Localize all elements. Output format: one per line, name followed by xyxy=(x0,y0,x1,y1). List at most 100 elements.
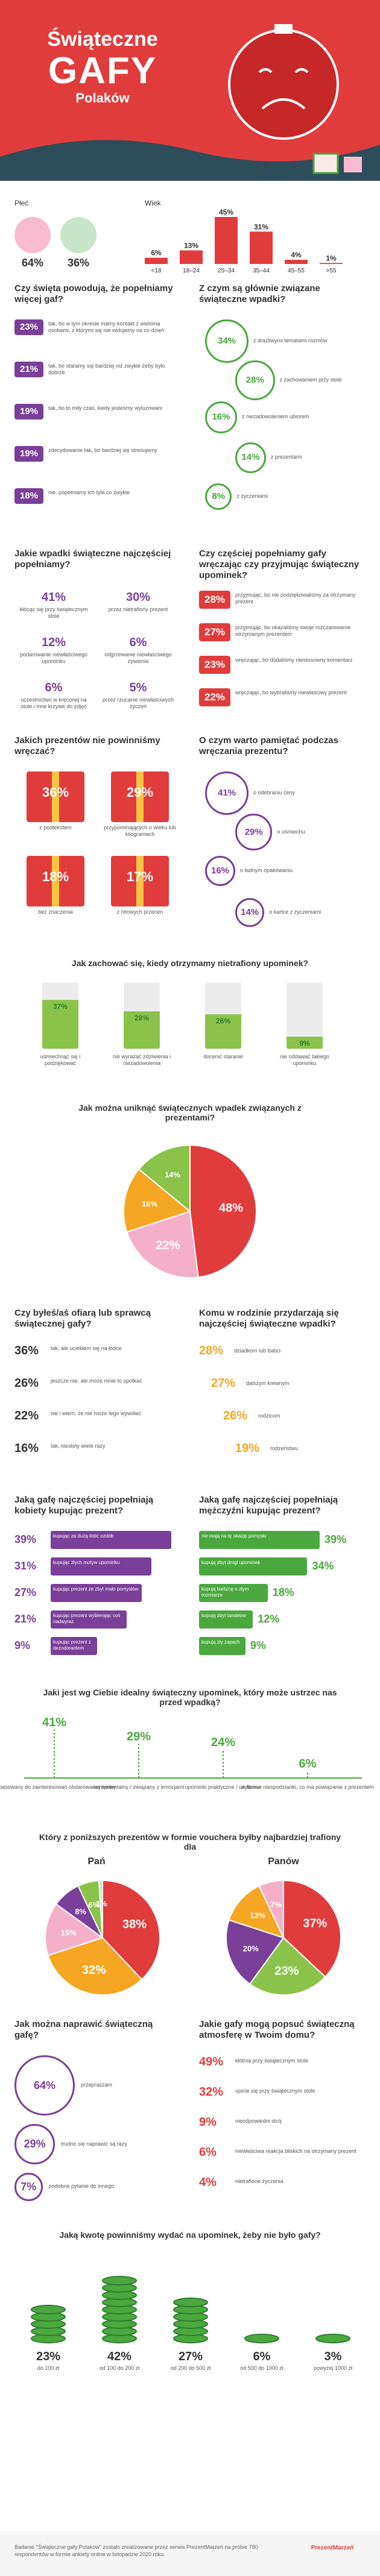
wreczajac-value: 23% xyxy=(199,656,230,674)
zachowac-bar-fill xyxy=(124,1011,160,1049)
popsuc-value: 6% xyxy=(199,2146,217,2159)
popsuc-list: 49% kłótnia przy świątecznym stole 32% upic… xyxy=(199,2055,374,2218)
pie-slice xyxy=(249,1937,326,1996)
demographics-section: Płeć 64% 36% Wiek 6% <18 13% 18–24 45% 25–34 3… xyxy=(0,193,380,277)
pie-value: 1% xyxy=(96,1899,107,1908)
idealny-value: 6% xyxy=(299,1757,317,1770)
footer-note: Badanie "Świąteczne gafy Polaków" został… xyxy=(14,2544,258,2557)
zachowac-value: 28% xyxy=(134,1014,150,1023)
idealny-chart: 41% dopasowany do zainteresowań obdarowan… xyxy=(0,1716,374,1790)
circle-label: z drażliwymi tematami rozmów xyxy=(253,338,328,344)
komu-label: rodzeństwu xyxy=(270,1445,299,1451)
wreczajac-list: 28% przyjmując, bo nie podziękowaliśmy za… xyxy=(199,591,374,723)
age-bar-value: 45% xyxy=(219,208,233,216)
gift-box: 29% xyxy=(111,771,169,822)
pie-value: 8% xyxy=(75,1907,86,1916)
uniknac-pie-chart: 48% 22% 16% 14% xyxy=(123,1144,257,1278)
pie-slice xyxy=(226,1919,285,1985)
komu-label: dziadkom lub babci xyxy=(234,1348,281,1354)
header-banner: Świąteczne GAFY Polaków xyxy=(0,0,380,181)
kwota-value: 23% xyxy=(36,2350,60,2363)
age-bar-value: 31% xyxy=(254,222,268,231)
voucher-section: Który z poniższych prezentów w formie vo… xyxy=(0,1832,380,2013)
zachowac-title: Jak zachować się, kiedy otrzymamy nietra… xyxy=(71,958,309,968)
idealny-value: 29% xyxy=(127,1730,151,1743)
ofiara-label: jeszcze nie, ale może mnie to spotkać xyxy=(51,1378,142,1384)
hbar-value: 31% xyxy=(14,1560,37,1572)
zachowac-label: nie wyrażać zdziwienia i niezadowolenia xyxy=(112,1054,171,1066)
idealny-value: 41% xyxy=(42,1716,66,1729)
wreczajac-label: wręczając, bo dodaliśmy niestosowny kome… xyxy=(235,657,353,663)
gafy-section: Czy święta powodują, że popełniamy więce… xyxy=(0,283,380,542)
pamietac-title: O czym warto pamiętać podczas wręczania … xyxy=(199,735,338,756)
gift-box: 36% xyxy=(27,771,84,822)
circle-label: z niezadowoleniem ubiorem xyxy=(241,413,309,420)
hbar-value: 34% xyxy=(312,1560,334,1572)
hbar xyxy=(199,1584,268,1602)
age-bar-value: 4% xyxy=(291,251,302,259)
gift-value: 29% xyxy=(126,785,154,800)
pie-value: 16% xyxy=(142,1199,157,1208)
uniknac-section: Jak można uniknąć świątecznych wpadek zw… xyxy=(0,1103,380,1296)
najczesciej-value: 41% xyxy=(41,591,66,604)
kwota-label: od 200 do 500 zł xyxy=(171,2365,211,2371)
zachowac-value: 37% xyxy=(52,1002,68,1011)
footer: Badanie "Świąteczne gafy Polaków" został… xyxy=(0,2531,380,2576)
hbar xyxy=(51,1610,127,1629)
hbar-value: 27% xyxy=(14,1586,37,1598)
naprawic-value: 64% xyxy=(14,2055,75,2116)
circle-value: 14% xyxy=(235,898,265,928)
gift-value: 18% xyxy=(42,869,69,884)
coin xyxy=(31,2305,66,2314)
zachowac-label: uśmiechnąć się i podziękować xyxy=(40,1054,81,1066)
ofiara-label: tak, ale uciekłem się na łódce xyxy=(51,1345,122,1351)
najczesciej-label: odgrzewanie niewłaściwego żywienia xyxy=(104,652,172,664)
gift-box: 18% xyxy=(27,856,84,906)
naprawic-value: 29% xyxy=(14,2124,55,2165)
pan-label: Pań xyxy=(87,1856,106,1867)
gender-label: Płeć xyxy=(14,199,29,207)
najczesciej-label: kłócąc się przy świątecznym stole xyxy=(19,606,88,619)
pie-slice xyxy=(228,1885,285,1939)
popsuc-value: 49% xyxy=(199,2055,224,2069)
komu-label: rodzicom xyxy=(258,1413,280,1419)
ofiara-value: 16% xyxy=(14,1442,39,1455)
pie-value: 13% xyxy=(250,1911,265,1920)
popsuc-label: nietrafione życzenia xyxy=(235,2178,283,2184)
kwota-section: Jaką kwotę powinniśmy wydać na upominek,… xyxy=(0,2230,380,2411)
circle-label: o uśmiechu xyxy=(277,828,305,835)
hbar-value: 9% xyxy=(14,1639,31,1651)
wreczajac-value: 22% xyxy=(199,688,230,706)
hbar-value: 18% xyxy=(272,1586,294,1598)
hbar-label: kupują zbyt drogi upominek xyxy=(201,1560,261,1565)
circle-value: 8% xyxy=(205,483,232,510)
popsuc-label: niewłaściwa reakcja bliskich na otrzyman… xyxy=(235,2148,356,2154)
najczesciej-label: przez rzucanie niewłaściwych życzeń xyxy=(102,697,174,709)
hbar xyxy=(199,1610,253,1629)
pie-slice xyxy=(258,1879,284,1938)
age-bar-value: 1% xyxy=(326,254,337,262)
pie-slice xyxy=(47,1937,143,1996)
wreczajac-label: wręczając, bo wybraliśmy niewłaściwy pre… xyxy=(235,690,347,696)
coin xyxy=(102,2276,137,2285)
ofiara-value: 22% xyxy=(14,1409,39,1422)
idealny-label: dopasowany do zainteresowań obdarowanej … xyxy=(0,1784,116,1790)
age-bar xyxy=(180,250,203,264)
prezenty-title: Jakich prezentów nie powinniśmy wręczać? xyxy=(14,735,160,756)
pie-value: 22% xyxy=(156,1239,180,1252)
popsuc-value: 9% xyxy=(199,2116,217,2129)
circle-label: z zachowaniem przy stole xyxy=(279,376,342,383)
age-bar xyxy=(285,260,308,264)
circle-value: 29% xyxy=(235,814,273,851)
coin xyxy=(315,2334,350,2343)
header-title-line3: Polaków xyxy=(75,90,130,105)
pill-value: 19% xyxy=(14,446,43,462)
idealny-label: w formie niespodzianki, co ma powiązanie… xyxy=(241,1784,374,1790)
pie-value: 37% xyxy=(303,1917,327,1930)
hbar-label: kupując za dużą ilość ozdób xyxy=(53,1533,114,1539)
naprawic-label: przepraszam xyxy=(81,2082,113,2088)
zachowac-chart: 37% uśmiechnąć się i podziękować 28% nie wy… xyxy=(0,982,380,1091)
hbar xyxy=(199,1531,320,1549)
age-bar xyxy=(320,263,343,264)
zachowac-label: docenić staranie xyxy=(203,1054,243,1060)
